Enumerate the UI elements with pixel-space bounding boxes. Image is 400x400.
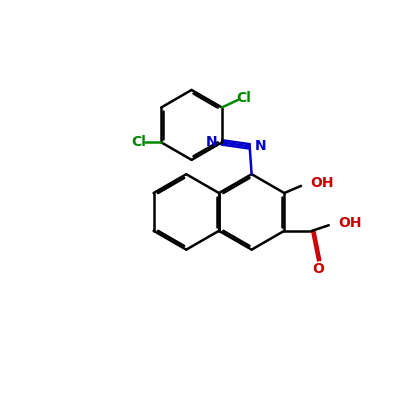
Text: OH: OH bbox=[338, 216, 362, 230]
Text: OH: OH bbox=[310, 176, 334, 190]
Text: N: N bbox=[206, 135, 217, 149]
Text: O: O bbox=[312, 262, 324, 276]
Text: Cl: Cl bbox=[131, 136, 146, 150]
Text: Cl: Cl bbox=[236, 90, 251, 104]
Text: N: N bbox=[254, 138, 266, 152]
